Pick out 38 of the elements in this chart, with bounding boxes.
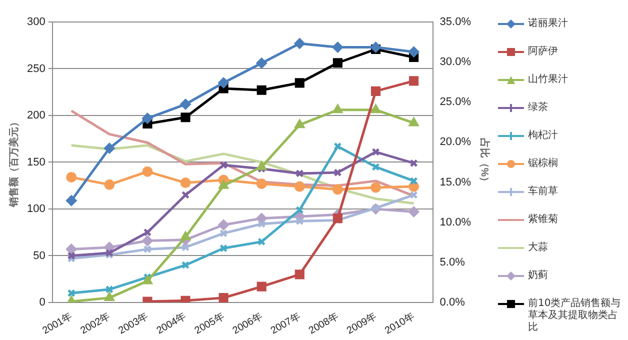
x-tick-label: 2008年 — [306, 310, 341, 337]
x-tick-label: 2006年 — [230, 310, 264, 337]
y2-tick-label: 15.0% — [440, 176, 472, 188]
y2-tick-label: 5.0% — [440, 256, 466, 268]
legend-label: 枸杞汁 — [528, 130, 558, 142]
y-tick-label: 250 — [26, 62, 46, 75]
x-tick-label: 2002年 — [78, 310, 112, 337]
x-tick-label: 2010年 — [382, 310, 417, 337]
y-tick-label: 150 — [26, 156, 46, 168]
x-tick-label: 2003年 — [116, 310, 150, 337]
legend-label: 阿萨伊 — [528, 46, 558, 58]
y-tick-label: 300 — [26, 16, 46, 28]
legend-label: 锯棕榈 — [528, 158, 558, 170]
x-tick-label: 2007年 — [268, 310, 303, 337]
y2-tick-label: 20.0% — [440, 136, 472, 148]
y2-tick-label: 10.0% — [440, 216, 472, 228]
y2-tick-label: 25.0% — [440, 96, 472, 108]
legend-label: 紫锥菊 — [528, 214, 558, 226]
y2-tick-label: 0.0% — [440, 296, 466, 309]
legend-label: 奶蓟 — [528, 270, 548, 282]
x-tick-label: 2009年 — [344, 310, 379, 337]
y-tick-label: 100 — [26, 203, 46, 216]
y2-axis-title: 占比（%） — [478, 138, 490, 187]
y-axis-title: 销售额（百万美元） — [8, 117, 20, 208]
y2-tick-label: 35.0% — [440, 16, 472, 28]
legend-label: 车前草 — [528, 186, 558, 198]
legend-label: 诺丽果汁 — [528, 18, 568, 30]
x-tick-label: 2001年 — [40, 310, 74, 337]
legend-label: 大蒜 — [528, 242, 548, 254]
y2-tick-label: 30.0% — [440, 56, 472, 68]
legend-label: 山竹果汁 — [528, 74, 568, 86]
y-tick-label: 50 — [33, 250, 46, 262]
x-tick-label: 2004年 — [154, 310, 188, 337]
x-tick-label: 2005年 — [192, 310, 226, 337]
y-tick-label: 200 — [26, 110, 46, 122]
legend-label: 绿茶 — [528, 102, 548, 114]
y-tick-label: 0 — [39, 296, 46, 309]
legend-label: 前10类产品销售额与草本及其提取物类占比 — [528, 298, 622, 334]
